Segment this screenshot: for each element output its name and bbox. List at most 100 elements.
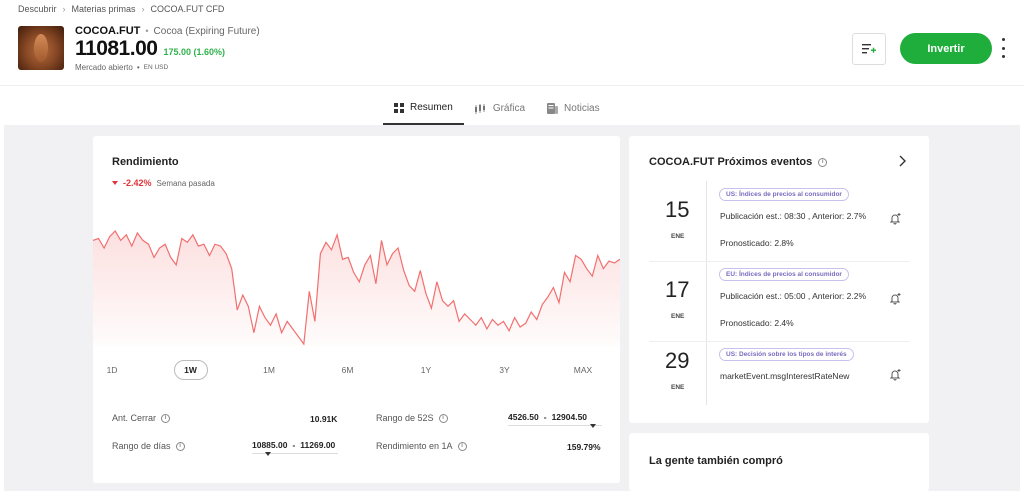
separator-dot: • bbox=[145, 26, 149, 36]
breadcrumb-current: COCOA.FUT CFD bbox=[150, 4, 225, 14]
range-button-6m[interactable]: 6M bbox=[341, 365, 354, 375]
market-status-text: Mercado abierto bbox=[75, 63, 133, 72]
event-month: ENE bbox=[671, 233, 685, 240]
event-day: 29 bbox=[665, 348, 690, 373]
separator-dot: • bbox=[136, 63, 140, 72]
prev-close-label-text: Ant. Cerrar bbox=[112, 413, 157, 423]
range-button-1d[interactable]: 1D bbox=[106, 365, 118, 375]
tab-news[interactable]: Noticias bbox=[536, 92, 611, 125]
price-row: 11081.00 175.00 (1.60%) bbox=[75, 37, 225, 61]
event-release: marketEvent.msgInterestRateNew bbox=[720, 371, 850, 381]
performance-title: Rendimiento bbox=[112, 156, 179, 168]
market-status: Mercado abierto • EN USD bbox=[75, 63, 168, 72]
asset-logo bbox=[18, 26, 64, 70]
info-icon[interactable]: i bbox=[175, 441, 185, 451]
range-button-3y[interactable]: 3Y bbox=[499, 365, 510, 375]
range52-bar: 4526.50 - 12904.50 bbox=[508, 412, 602, 428]
breadcrumb-commodities[interactable]: Materias primas bbox=[71, 4, 136, 14]
perf1y-label: Rendimiento en 1A i bbox=[376, 441, 467, 451]
range-button-1y[interactable]: 1Y bbox=[420, 365, 432, 375]
event-separator bbox=[649, 261, 909, 262]
events-divider bbox=[706, 181, 707, 405]
event-release: Publicación est.: 08:30 , Anterior: 2.7% bbox=[720, 211, 867, 221]
day-range-high: 11269.00 bbox=[300, 440, 336, 450]
range-button-max[interactable]: MAX bbox=[573, 365, 593, 375]
tab-chart[interactable]: Gráfica bbox=[464, 92, 536, 125]
currency-label: EN USD bbox=[143, 64, 169, 71]
info-icon[interactable]: i bbox=[438, 413, 448, 423]
events-title-text: COCOA.FUT Próximos eventos bbox=[649, 156, 813, 168]
tab-news-label: Noticias bbox=[564, 103, 600, 114]
candles-icon bbox=[474, 103, 485, 114]
event-item[interactable]: 29 ENE US: Decisión sobre los tipos de i… bbox=[629, 342, 929, 422]
breadcrumb-discover[interactable]: Descubrir bbox=[18, 4, 57, 14]
range-button-1m[interactable]: 1M bbox=[263, 365, 275, 375]
event-tag: US: Índices de precios al consumidor bbox=[719, 188, 849, 201]
tab-bar: Resumen Gráfica Noticias bbox=[383, 92, 611, 125]
perf1y-label-text: Rendimiento en 1A bbox=[376, 441, 453, 451]
down-arrow-icon bbox=[112, 181, 118, 185]
bell-add-icon[interactable] bbox=[889, 292, 902, 305]
people-also-bought-title: La gente también compró bbox=[649, 455, 783, 467]
range-dash: - bbox=[543, 412, 547, 422]
tab-summary-label: Resumen bbox=[410, 102, 453, 113]
performance-chart[interactable] bbox=[93, 226, 620, 346]
day-range-label-text: Rango de días bbox=[112, 441, 171, 451]
event-release: Publicación est.: 05:00 , Anterior: 2.2% bbox=[720, 291, 867, 301]
event-forecast: Pronosticado: 2.8% bbox=[720, 238, 794, 248]
day-range-marker bbox=[264, 452, 271, 456]
invest-button[interactable]: Invertir bbox=[900, 33, 992, 64]
perf1y-value: 159.79% bbox=[567, 442, 601, 452]
event-day: 15 bbox=[665, 197, 690, 222]
event-month: ENE bbox=[671, 313, 685, 320]
bell-add-icon[interactable] bbox=[889, 368, 902, 381]
asset-symbol: COCOA.FUT bbox=[75, 25, 141, 37]
range52-high: 12904.50 bbox=[551, 412, 588, 422]
event-day: 17 bbox=[665, 277, 690, 302]
range52-low: 4526.50 bbox=[508, 412, 539, 422]
info-icon[interactable]: i bbox=[818, 157, 828, 167]
bell-add-icon[interactable] bbox=[889, 212, 902, 225]
event-separator bbox=[649, 341, 909, 342]
day-range-label: Rango de días i bbox=[112, 441, 185, 451]
news-icon bbox=[547, 103, 559, 114]
info-icon[interactable]: i bbox=[457, 441, 467, 451]
tab-summary[interactable]: Resumen bbox=[383, 92, 464, 125]
chart-price-line bbox=[93, 230, 620, 346]
range52-label: Rango de 52S i bbox=[376, 413, 448, 423]
tab-chart-label: Gráfica bbox=[492, 103, 526, 114]
event-tag: EU: Índices de precios al consumidor bbox=[719, 268, 849, 281]
people-also-bought-card: La gente también compró bbox=[629, 433, 929, 491]
day-range-bar: 10885.00 - 11269.00 bbox=[252, 440, 338, 456]
prev-close-value: 10.91K bbox=[310, 414, 338, 424]
prev-close-label: Ant. Cerrar i bbox=[112, 413, 171, 423]
breadcrumb: Descubrir › Materias primas › COCOA.FUT … bbox=[18, 4, 224, 14]
day-range-low: 10885.00 bbox=[252, 440, 288, 450]
event-month: ENE bbox=[671, 384, 685, 391]
performance-change-value: -2.42% bbox=[123, 178, 152, 188]
range52-label-text: Rango de 52S bbox=[376, 413, 434, 423]
range52-marker bbox=[589, 424, 596, 428]
kebab-menu-icon[interactable] bbox=[998, 38, 1008, 58]
price-change: 175.00 (1.60%) bbox=[163, 47, 225, 57]
event-tag: US: Decisión sobre los tipos de interés bbox=[719, 348, 854, 361]
add-to-list-icon bbox=[862, 44, 876, 54]
event-item[interactable]: 17 ENE EU: Índices de precios al consumi… bbox=[629, 262, 929, 342]
events-title: COCOA.FUT Próximos eventos i bbox=[649, 156, 828, 168]
chart-area-fill bbox=[93, 231, 620, 346]
header-divider bbox=[0, 85, 1024, 86]
performance-card: Rendimiento -2.42% Semana pasada 1D 1W 1M 6… bbox=[93, 136, 620, 483]
events-card: COCOA.FUT Próximos eventos i 15 ENE US: … bbox=[629, 136, 929, 423]
info-icon[interactable]: i bbox=[161, 413, 171, 423]
add-to-watchlist-button[interactable] bbox=[852, 33, 886, 65]
range-button-1w[interactable]: 1W bbox=[173, 360, 208, 380]
grid-icon bbox=[394, 102, 404, 113]
range-dash: - bbox=[292, 440, 296, 450]
asset-title: COCOA.FUT • Cocoa (Expiring Future) bbox=[75, 25, 260, 37]
event-forecast: Pronosticado: 2.4% bbox=[720, 318, 794, 328]
performance-period: Semana pasada bbox=[156, 178, 215, 188]
chevron-right-icon[interactable] bbox=[899, 155, 907, 167]
performance-change: -2.42% Semana pasada bbox=[112, 178, 215, 188]
range-selector: 1D 1W 1M 6M 1Y 3Y MAX bbox=[93, 360, 620, 384]
event-item[interactable]: 15 ENE US: Índices de precios al consumi… bbox=[629, 182, 929, 262]
